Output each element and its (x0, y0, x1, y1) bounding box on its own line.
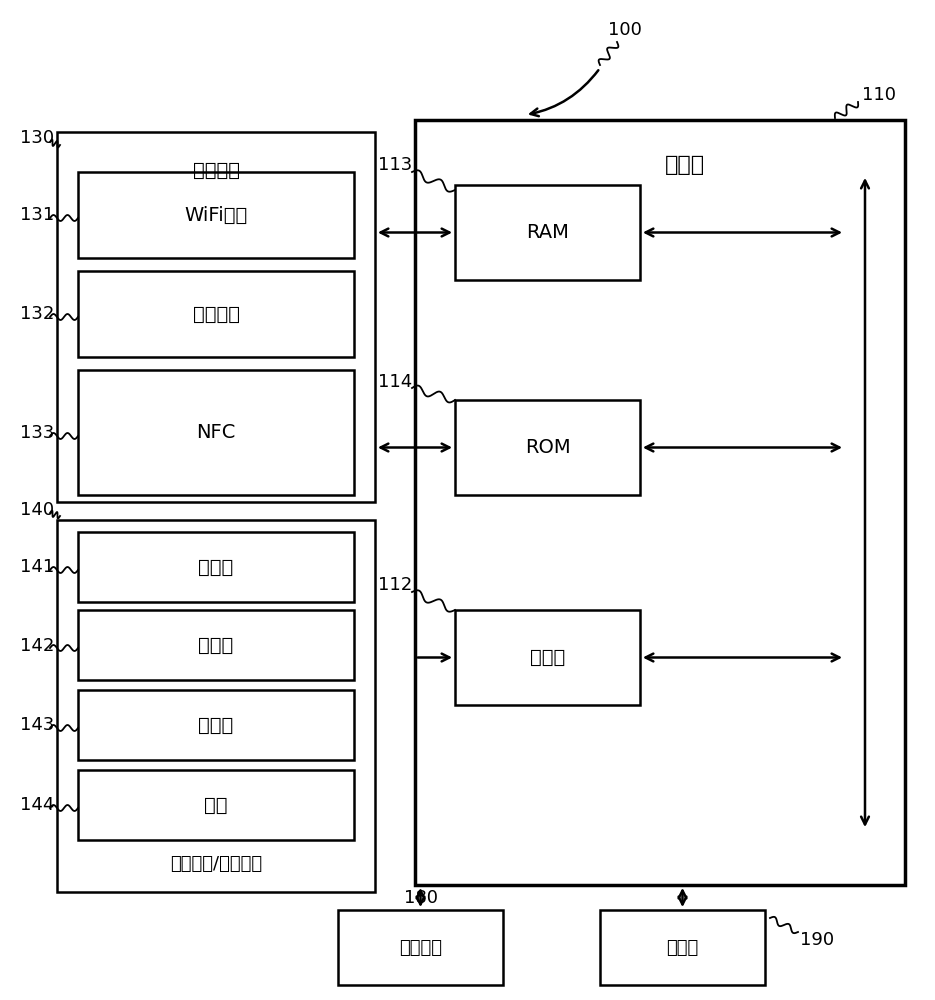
Text: 130: 130 (20, 129, 54, 147)
Text: 144: 144 (20, 796, 54, 814)
Text: 通信接口: 通信接口 (193, 160, 239, 180)
Bar (415, 120, 905, 885)
Text: 143: 143 (20, 716, 54, 734)
Text: 100: 100 (608, 21, 642, 39)
Text: 141: 141 (20, 558, 54, 576)
Bar (455, 185, 640, 280)
Bar (600, 910, 765, 985)
Bar (57, 520, 375, 892)
Text: 110: 110 (862, 86, 896, 104)
Text: WiFi芯片: WiFi芯片 (184, 206, 248, 225)
Text: 处理器: 处理器 (530, 648, 565, 667)
Text: 触摸板: 触摸板 (198, 636, 234, 654)
Text: 140: 140 (20, 501, 54, 519)
Bar (338, 910, 503, 985)
Bar (78, 532, 354, 602)
Text: 113: 113 (378, 156, 412, 174)
Bar (78, 770, 354, 840)
Text: 传感器: 传感器 (198, 716, 234, 734)
Text: 112: 112 (378, 576, 412, 594)
Text: 190: 190 (800, 931, 834, 949)
Text: 存储器: 存储器 (667, 938, 698, 956)
Bar (78, 271, 354, 357)
Text: 131: 131 (20, 206, 54, 224)
Bar (78, 370, 354, 495)
Text: ROM: ROM (525, 438, 570, 457)
Text: NFC: NFC (196, 423, 236, 442)
Text: 133: 133 (20, 424, 54, 442)
Text: 114: 114 (378, 373, 412, 391)
Text: 按键: 按键 (204, 796, 228, 814)
Text: 蓝牙模块: 蓝牙模块 (193, 304, 239, 324)
Text: 供电电源: 供电电源 (399, 938, 442, 956)
Text: 180: 180 (404, 889, 438, 907)
Text: 控制器: 控制器 (665, 155, 705, 175)
Text: 142: 142 (20, 637, 54, 655)
Text: 用户输入/输出接口: 用户输入/输出接口 (170, 855, 262, 873)
Bar (78, 610, 354, 680)
Bar (78, 172, 354, 258)
Bar (455, 400, 640, 495)
Text: 麦克风: 麦克风 (198, 558, 234, 576)
Bar (455, 610, 640, 705)
Text: RAM: RAM (526, 223, 568, 242)
Bar (57, 132, 375, 502)
Bar (78, 690, 354, 760)
Text: 132: 132 (20, 305, 54, 323)
